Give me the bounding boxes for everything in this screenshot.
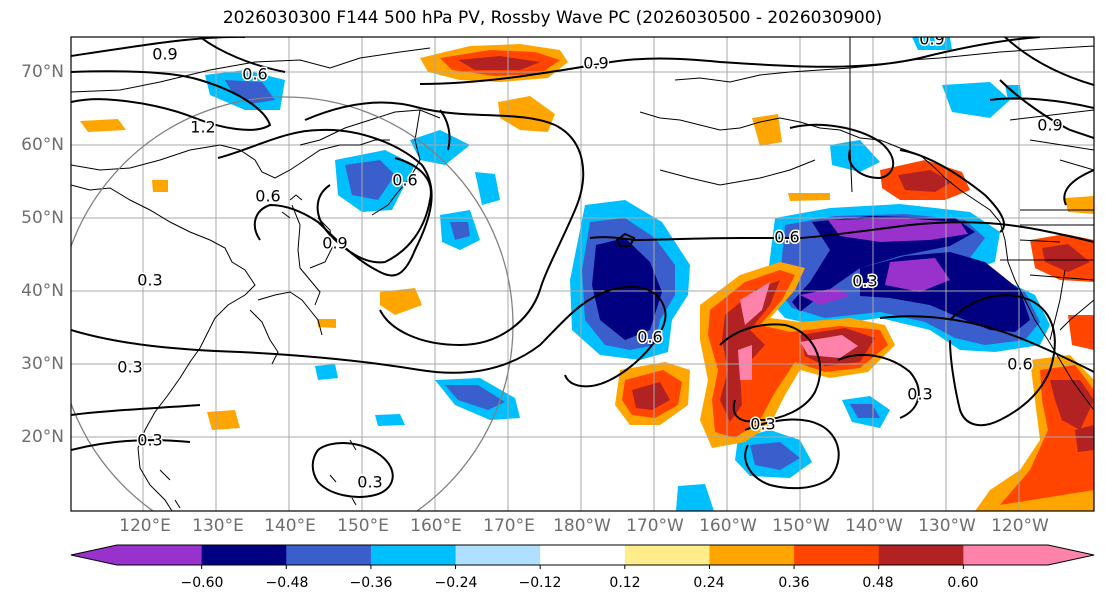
colorbar (70, 544, 1095, 569)
contour-value-label: 0.3 (357, 473, 382, 492)
lon-label-180w: 180°W (553, 516, 611, 536)
pv-negative-anomaly (205, 37, 1050, 511)
contour-value-label: 0.6 (637, 328, 662, 347)
colorbar-swatch (201, 545, 287, 565)
colorbar-swatch (370, 545, 457, 565)
colorbar-swatch (794, 545, 880, 565)
contour-value-label: 0.9 (322, 234, 347, 253)
lon-label-160e: 160°E (410, 516, 462, 536)
contour-value-label: 0.6 (774, 228, 799, 247)
lon-label-170w: 170°W (626, 516, 684, 536)
colorbar-tick-label: 0.36 (778, 575, 810, 591)
lon-label-130e: 130°E (192, 516, 244, 536)
colorbar-tick-label: −0.12 (518, 575, 562, 591)
contour-value-label: 0.3 (907, 385, 932, 404)
reference-circle (71, 96, 514, 511)
lon-label-130w: 130°W (918, 516, 976, 536)
contour-value-label: 0.6 (392, 171, 417, 190)
lon-label-120e: 120°E (119, 516, 171, 536)
colorbar-extend-min (71, 545, 117, 565)
colorbar-outline (70, 544, 1095, 566)
colorbar-extend-max (1048, 545, 1094, 565)
lon-label-140e: 140°E (264, 516, 316, 536)
contour-value-label: 0.9 (1037, 116, 1062, 135)
colorbar-tick-label: 0.48 (862, 575, 894, 591)
pv-positive-anomaly (80, 44, 1094, 511)
lat-label-70n: 70°N (21, 62, 64, 82)
colorbar-swatch (455, 545, 541, 565)
colorbar-swatch (878, 545, 964, 565)
lat-label-50n: 50°N (21, 208, 64, 228)
contour-value-label: 0.3 (750, 415, 775, 434)
contour-value-label: 0.3 (117, 358, 142, 377)
contour-labels: 0.9 0.6 1.2 0.9 0.9 0.9 0.6 0.6 0.9 0.6 0.3 0.3 0.6 0… (116, 30, 1064, 493)
contour-value-label: 0.3 (852, 272, 877, 291)
contour-value-label: 0.3 (137, 271, 162, 290)
colorbar-swatch (540, 545, 626, 565)
lat-label-20n: 20°N (21, 427, 64, 447)
contour-value-label: 0.9 (583, 54, 608, 73)
lon-label-150w: 150°W (772, 516, 830, 536)
contour-value-label: 0.6 (242, 65, 267, 84)
lon-label-150e: 150°E (337, 516, 389, 536)
colorbar-tick-label: 0.24 (693, 575, 725, 591)
colorbar-swatch (117, 545, 203, 565)
lat-label-30n: 30°N (21, 354, 64, 374)
colorbar-tick-label: −0.48 (265, 575, 309, 591)
contour-value-label: 1.2 (190, 118, 215, 137)
colorbar-tick-label: 0.60 (947, 575, 979, 591)
contour-value-label: 0.9 (919, 30, 944, 49)
contour-value-label: 0.3 (137, 431, 162, 450)
lon-label-120w: 120°W (991, 516, 1049, 536)
colorbar-tick-label: −0.36 (349, 575, 393, 591)
colorbar-tick-label: 0.12 (609, 575, 641, 591)
lat-label-60n: 60°N (21, 135, 64, 155)
contour-value-label: 0.9 (152, 45, 177, 64)
colorbar-tick-label: −0.60 (180, 575, 224, 591)
map-title: 2026030300 F144 500 hPa PV, Rossby Wave … (222, 8, 883, 28)
lon-label-160w: 160°W (699, 516, 757, 536)
contour-value-label: 0.6 (255, 187, 280, 206)
colorbar-swatch (624, 545, 710, 565)
pv-contours (71, 37, 1094, 498)
colorbar-swatch (286, 545, 372, 565)
lon-label-140w: 140°W (845, 516, 903, 536)
colorbar-tick-label: −0.24 (434, 575, 478, 591)
colorbar-swatch (709, 545, 795, 565)
lon-label-170e: 170°E (483, 516, 535, 536)
map-frame (70, 36, 1095, 512)
contour-value-label: 0.6 (1007, 355, 1032, 374)
colorbar-swatch (963, 545, 1049, 565)
lat-label-40n: 40°N (21, 281, 64, 301)
